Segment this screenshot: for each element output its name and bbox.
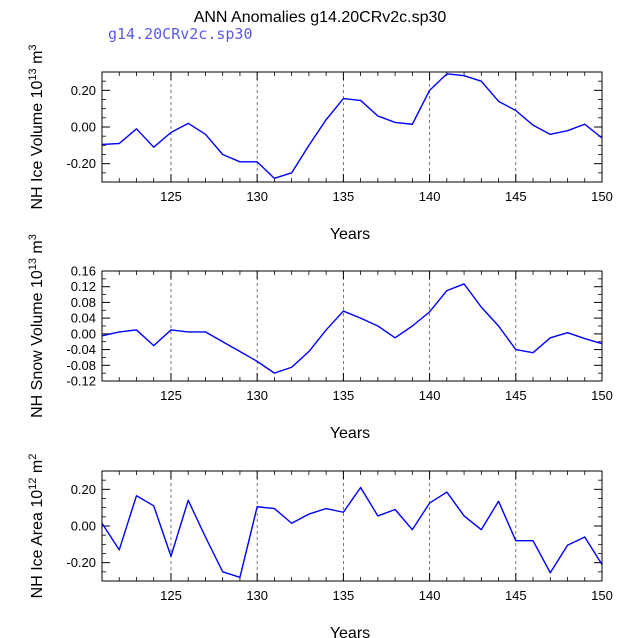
figure-title: ANN Anomalies g14.20CRv2c.sp30: [194, 9, 447, 26]
x-tick-label: 150: [591, 189, 613, 204]
series-line: [101, 73, 603, 180]
x-tick-label: 135: [333, 388, 355, 403]
series-line: [101, 486, 603, 579]
x-tick-label: 135: [333, 588, 355, 603]
y-tick-label: 0.00: [71, 120, 96, 135]
series-line: [101, 283, 603, 374]
x-tick-label: 150: [591, 388, 613, 403]
x-tick-label: 125: [160, 588, 182, 603]
y-tick-label: 0.12: [71, 279, 96, 294]
run-label: g14.20CRv2c.sp30: [108, 25, 253, 43]
y-tick-label: 0.00: [71, 519, 96, 534]
y-tick-label: -0.20: [66, 156, 96, 171]
x-tick-label: 140: [419, 588, 441, 603]
y-tick-label: 0.08: [71, 295, 96, 310]
y-tick-label: -0.08: [66, 358, 96, 373]
y-tick-label: 0.04: [71, 311, 96, 326]
y-tick-label: 0.20: [71, 83, 96, 98]
x-axis-label: Years: [330, 425, 370, 442]
y-tick-label: 0.00: [71, 326, 96, 341]
y-tick-label: -0.04: [66, 342, 96, 357]
x-tick-label: 140: [419, 388, 441, 403]
plot-frame: [101, 470, 603, 582]
plot-frame: [101, 270, 603, 382]
x-tick-label: 145: [505, 189, 527, 204]
x-tick-label: 145: [505, 388, 527, 403]
x-axis-label: Years: [330, 226, 370, 243]
x-tick-label: 145: [505, 588, 527, 603]
y-axis-label: NH Snow Volume 1013 m3: [27, 234, 46, 418]
plot-frame: [101, 71, 603, 183]
x-tick-label: 125: [160, 189, 182, 204]
y-axis-label: NH Ice Volume 1013 m3: [27, 44, 46, 209]
x-tick-label: 150: [591, 588, 613, 603]
x-tick-label: 135: [333, 189, 355, 204]
x-tick-label: 130: [246, 388, 268, 403]
x-axis-label: Years: [330, 625, 370, 638]
panel-2: 125 130 135 140 145 150-0.12-0.08-0.040.000.0…: [27, 234, 613, 442]
y-tick-label: 0.16: [71, 264, 96, 279]
x-tick-label: 125: [160, 388, 182, 403]
y-tick-label: -0.20: [66, 555, 96, 570]
x-tick-label: 130: [246, 189, 268, 204]
panel-1: 125 130 135 140 145 150 -0.20 0.00 0.20 Years NH I…: [27, 44, 613, 243]
panel-3: 125 130 135 140 145 150 -0.20 0.00 0.20 Years NH I…: [27, 454, 613, 638]
y-tick-label: 0.20: [71, 482, 96, 497]
y-tick-label: -0.12: [66, 374, 96, 389]
y-axis-label: NH Ice Area 1012 m2: [27, 454, 46, 599]
x-tick-label: 140: [419, 189, 441, 204]
x-tick-label: 130: [246, 588, 268, 603]
